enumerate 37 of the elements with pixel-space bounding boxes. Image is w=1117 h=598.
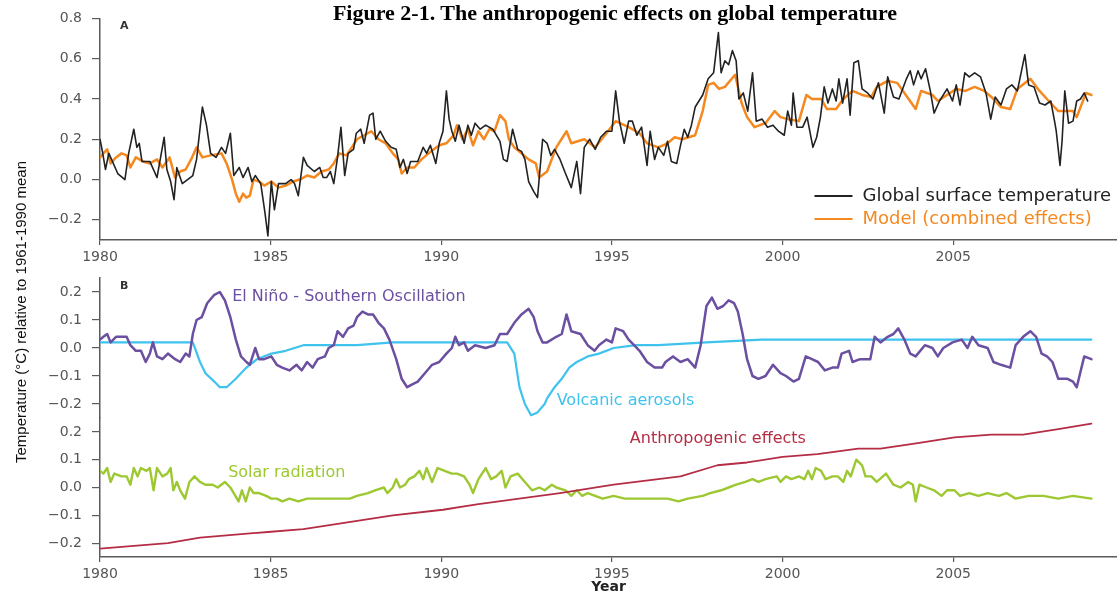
x-tick-label: 2000: [764, 248, 801, 265]
x-tick-label: 2005: [935, 565, 972, 582]
x-tick-label: 2005: [935, 248, 972, 265]
y-tick-label: −0.2: [48, 394, 82, 411]
legend-label: Global surface temperature: [862, 183, 1111, 205]
annotation: A: [120, 19, 129, 33]
x-tick-label: 1995: [594, 248, 630, 265]
legend-label: Model (combined effects): [862, 206, 1092, 228]
series-label: El Niño - Southern Oscillation: [232, 286, 466, 306]
annotation: B: [120, 278, 129, 292]
series-label: Solar radiation: [228, 461, 346, 481]
y-tick-label: −0.1: [48, 366, 82, 383]
x-tick-label: 1980: [82, 565, 118, 582]
y-tick-label: 0.2: [59, 422, 82, 439]
chart-title: Figure 2-1. The anthropogenic effects on global temperature: [332, 0, 898, 25]
x-tick-label: 1990: [423, 565, 460, 582]
series-label: Anthropogenic effects: [629, 427, 806, 447]
y-tick-label: 0.1: [59, 310, 82, 327]
x-tick-label: 1985: [252, 565, 289, 582]
y-tick-label: −0.1: [48, 505, 82, 522]
series-label: Volcanic aerosols: [556, 389, 695, 409]
y-axis-title: Temperature (°C) relative to 1961-1990 mean: [12, 161, 30, 463]
y-tick-label: 0.8: [59, 9, 82, 26]
y-tick-label: −0.2: [48, 210, 82, 227]
y-tick-label: 0.4: [59, 89, 83, 106]
x-tick-label: 2000: [764, 565, 801, 582]
y-tick-label: 0.0: [59, 338, 82, 355]
y-tick-label: 0.6: [59, 49, 83, 66]
x-tick-label: 1990: [423, 248, 460, 265]
y-tick-label: 0.2: [59, 282, 82, 299]
x-tick-label: 1985: [252, 248, 289, 265]
y-tick-label: −0.2: [48, 533, 82, 550]
y-tick-label: 0.1: [59, 450, 82, 467]
y-tick-label: 0.0: [59, 170, 82, 187]
x-tick-label: 1980: [82, 248, 118, 265]
y-tick-label: 0.2: [59, 129, 82, 146]
y-tick-label: 0.0: [59, 478, 82, 495]
